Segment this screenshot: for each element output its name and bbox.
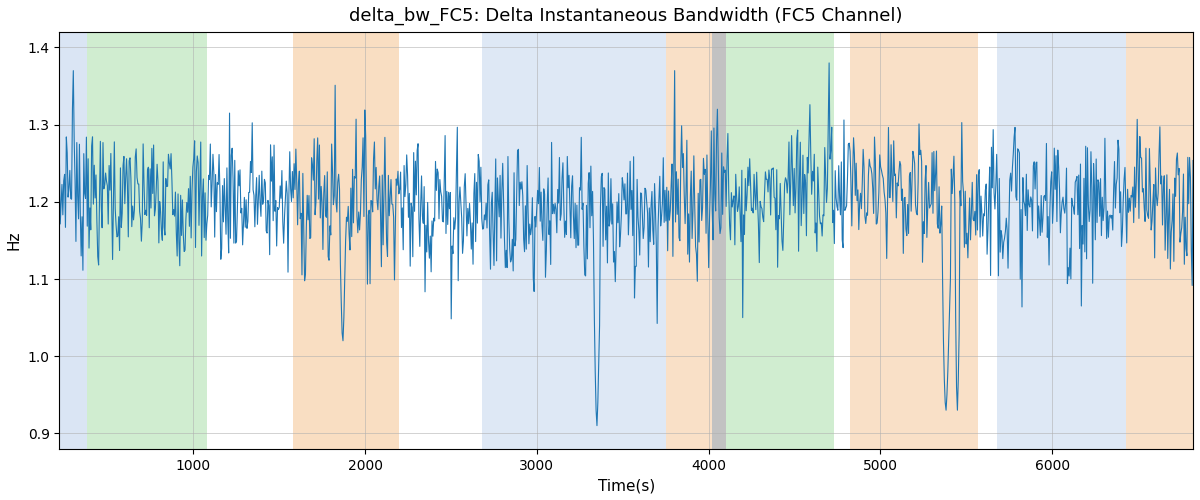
- Title: delta_bw_FC5: Delta Instantaneous Bandwidth (FC5 Channel): delta_bw_FC5: Delta Instantaneous Bandwi…: [349, 7, 902, 25]
- Bar: [997, 32, 1126, 449]
- Bar: [850, 32, 978, 449]
- Bar: [293, 32, 400, 449]
- Y-axis label: Hz: Hz: [7, 230, 22, 250]
- Bar: [482, 32, 666, 449]
- Bar: [712, 32, 726, 449]
- X-axis label: Time(s): Time(s): [598, 478, 655, 493]
- Bar: [86, 32, 208, 449]
- Bar: [726, 32, 834, 449]
- Bar: [1126, 32, 1193, 449]
- Bar: [666, 32, 712, 449]
- Bar: [59, 32, 86, 449]
